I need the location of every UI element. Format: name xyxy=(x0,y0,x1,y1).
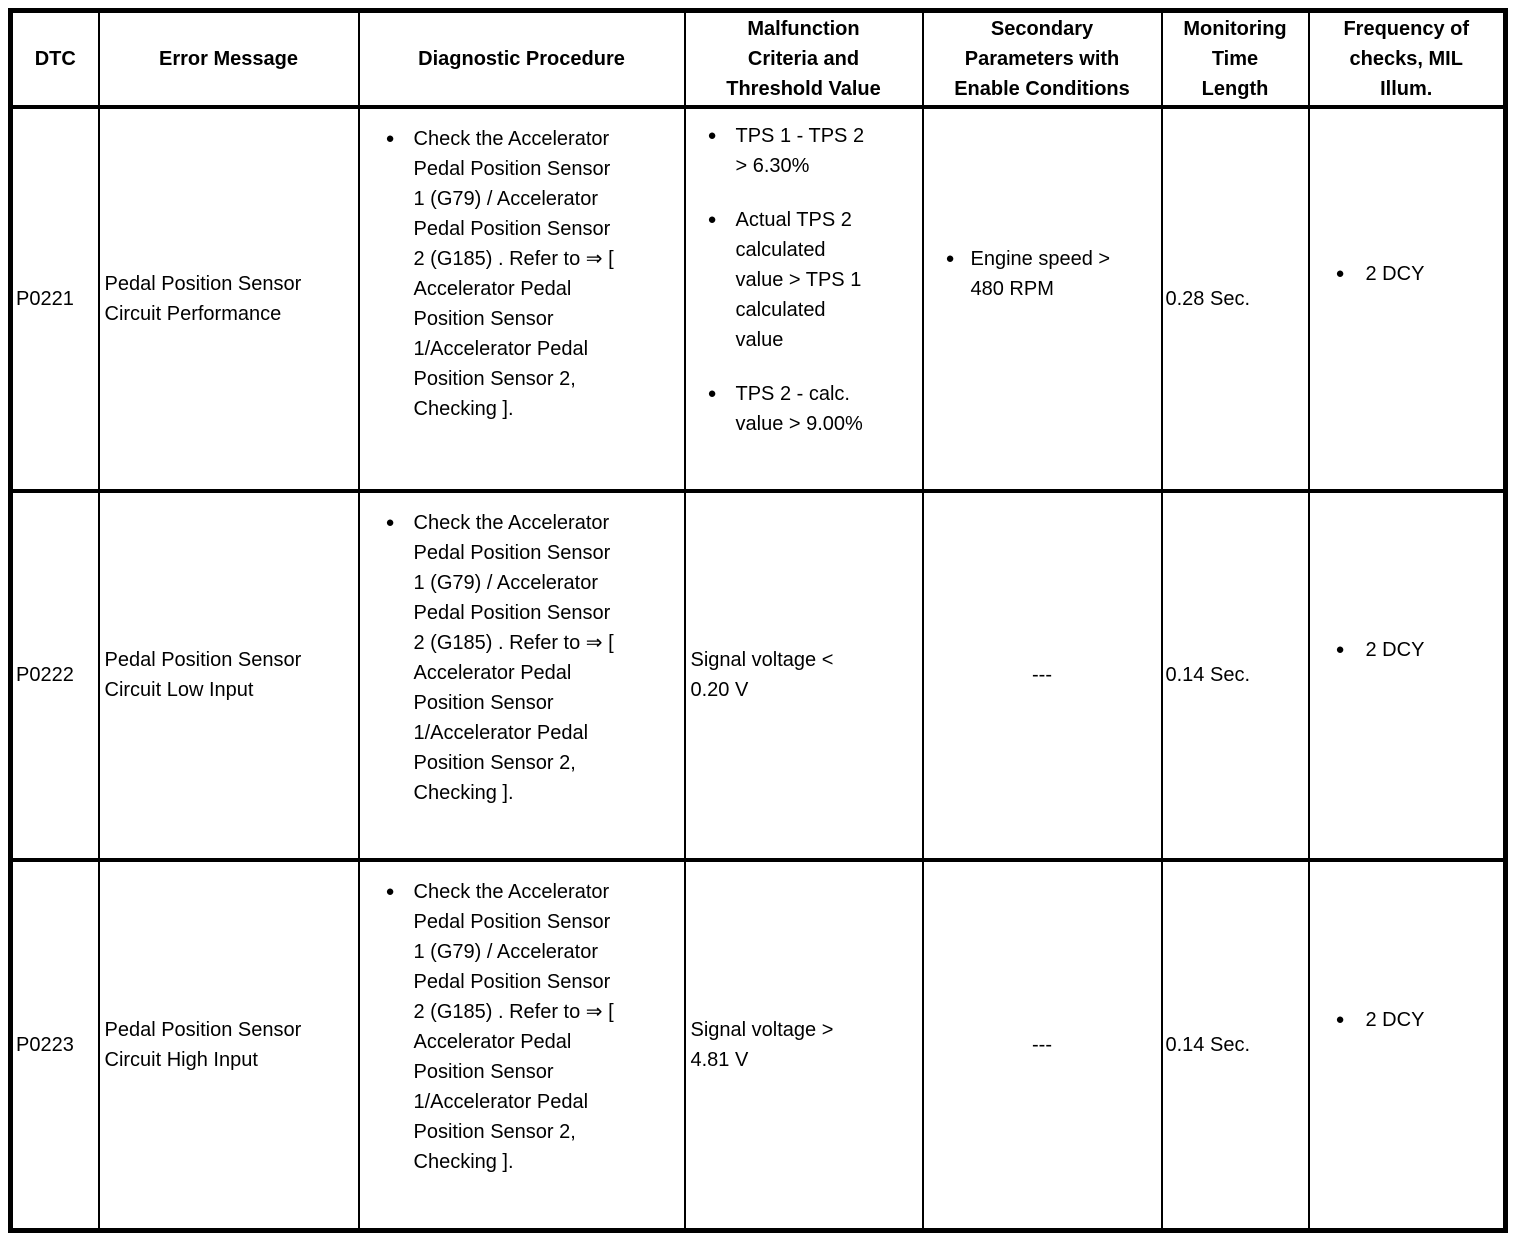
frequency-text: 2 DCY xyxy=(1365,262,1425,285)
bullet-icon: ● xyxy=(1335,1010,1345,1028)
criteria-text: TPS 1 - TPS 2 > 6.30% xyxy=(735,124,865,177)
bullet-icon: ● xyxy=(385,129,395,147)
col-header-frequency: Frequency of checks, MIL Illum. xyxy=(1307,9,1507,109)
frequency-cell: ● 2 DCY xyxy=(1307,488,1507,861)
table-row-p0222: P0222 Pedal Position Sensor Circuit Low … xyxy=(9,488,1507,861)
procedure-item: ● Check the Accelerator Pedal Position S… xyxy=(386,877,680,1177)
secondary-parameter-item: ● Engine speed > 480 RPM xyxy=(945,244,1160,304)
criteria-text: Actual TPS 2 calculated value > TPS 1 ca… xyxy=(735,208,862,351)
dtc-code: P0223 xyxy=(9,857,100,1232)
frequency-item: ● 2 DCY xyxy=(1336,259,1504,289)
monitoring-time: 0.28 Sec. xyxy=(1160,104,1310,492)
table-row-p0223: P0223 Pedal Position Sensor Circuit High… xyxy=(9,857,1507,1232)
monitoring-time: 0.14 Sec. xyxy=(1160,488,1310,861)
col-header-malfunction-criteria: Malfunction Criteria and Threshold Value xyxy=(683,9,924,109)
bullet-icon: ● xyxy=(707,210,717,228)
procedure-item: ● Check the Accelerator Pedal Position S… xyxy=(386,124,680,424)
error-message: Pedal Position Sensor Circuit Low Input xyxy=(97,488,360,861)
col-header-dtc: DTC xyxy=(9,9,100,109)
bullet-icon: ● xyxy=(945,249,955,267)
header-row: DTC Error Message Diagnostic Procedure M… xyxy=(9,9,1507,109)
col-header-error-message: Error Message xyxy=(97,9,360,109)
col-header-monitoring-time: Monitoring Time Length xyxy=(1160,9,1310,109)
criteria-item: ● TPS 1 - TPS 2 > 6.30% xyxy=(708,121,918,181)
malfunction-criteria-cell: Signal voltage > 4.81 V xyxy=(683,857,924,1232)
bullet-icon: ● xyxy=(707,126,717,144)
dtc-code: P0221 xyxy=(9,104,100,492)
dtc-code: P0222 xyxy=(9,488,100,861)
dtc-table: DTC Error Message Diagnostic Procedure M… xyxy=(8,8,1508,1233)
error-message: Pedal Position Sensor Circuit Performanc… xyxy=(97,104,360,492)
table-row-p0221: P0221 Pedal Position Sensor Circuit Perf… xyxy=(9,104,1507,492)
col-header-diagnostic-procedure: Diagnostic Procedure xyxy=(357,9,686,109)
frequency-cell: ● 2 DCY xyxy=(1307,857,1507,1232)
secondary-parameters-cell: ● Engine speed > 480 RPM xyxy=(921,104,1163,492)
criteria-text: TPS 2 - calc. value > 9.00% xyxy=(735,382,863,435)
frequency-item: ● 2 DCY xyxy=(1336,1005,1504,1035)
bullet-icon: ● xyxy=(1335,264,1345,282)
dtc-table-frame: DTC Error Message Diagnostic Procedure M… xyxy=(8,8,1508,1233)
col-header-secondary-parameters: Secondary Parameters with Enable Conditi… xyxy=(921,9,1163,109)
frequency-cell: ● 2 DCY xyxy=(1307,104,1507,492)
malfunction-criteria-cell: ● TPS 1 - TPS 2 > 6.30% ● Actual TPS 2 c… xyxy=(683,104,924,492)
criteria-item: ● TPS 2 - calc. value > 9.00% xyxy=(708,379,918,439)
monitoring-time: 0.14 Sec. xyxy=(1160,857,1310,1232)
malfunction-criteria-cell: Signal voltage < 0.20 V xyxy=(683,488,924,861)
bullet-icon: ● xyxy=(385,513,395,531)
criteria-item: ● Actual TPS 2 calculated value > TPS 1 … xyxy=(708,205,918,355)
diagnostic-procedure-cell: ● Check the Accelerator Pedal Position S… xyxy=(357,857,686,1232)
error-message: Pedal Position Sensor Circuit High Input xyxy=(97,857,360,1232)
bullet-icon: ● xyxy=(707,384,717,402)
procedure-item: ● Check the Accelerator Pedal Position S… xyxy=(386,508,680,808)
bullet-icon: ● xyxy=(385,882,395,900)
bullet-icon: ● xyxy=(1335,641,1345,658)
procedure-text: Check the Accelerator Pedal Position Sen… xyxy=(413,511,614,804)
secondary-parameters-cell: --- xyxy=(921,488,1163,861)
frequency-text: 2 DCY xyxy=(1365,1008,1425,1031)
frequency-text: 2 DCY xyxy=(1365,639,1425,661)
diagnostic-procedure-cell: ● Check the Accelerator Pedal Position S… xyxy=(357,488,686,861)
secondary-parameters-cell: --- xyxy=(921,857,1163,1232)
diagnostic-procedure-cell: ● Check the Accelerator Pedal Position S… xyxy=(357,104,686,492)
procedure-text: Check the Accelerator Pedal Position Sen… xyxy=(413,880,614,1173)
frequency-item: ● 2 DCY xyxy=(1336,635,1504,665)
procedure-text: Check the Accelerator Pedal Position Sen… xyxy=(413,127,614,420)
secondary-parameter-text: Engine speed > 480 RPM xyxy=(970,247,1111,300)
